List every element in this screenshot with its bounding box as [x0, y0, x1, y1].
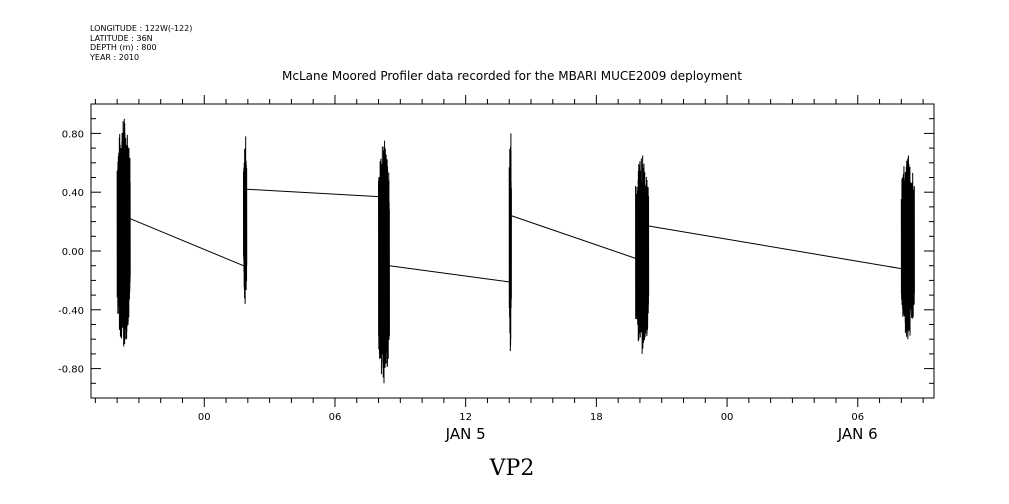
series-burst — [378, 140, 390, 384]
series-burst — [900, 155, 915, 340]
series-burst — [508, 133, 512, 351]
x-tick-label: 06 — [851, 412, 864, 423]
data-series — [116, 118, 915, 384]
y-tick-label: -0.40 — [58, 306, 84, 317]
x-date-label: JAN 6 — [837, 425, 878, 443]
series-connector — [130, 218, 244, 267]
y-axis: 0.80 0.40 0.00 -0.40 -0.80 — [58, 103, 934, 399]
metadata-depth: DEPTH (m) : 800 — [90, 43, 157, 52]
series-connector — [511, 215, 636, 259]
x-tick-label: 00 — [721, 412, 734, 423]
y-tick-label: 0.40 — [62, 188, 84, 199]
series-burst — [635, 155, 650, 354]
series-burst — [116, 118, 131, 347]
metadata-year: YEAR : 2010 — [89, 53, 139, 62]
x-axis-variable-label: VP2 — [489, 456, 535, 481]
chart-title: McLane Moored Profiler data recorded for… — [282, 69, 742, 83]
series-connector — [246, 188, 379, 198]
y-tick-label: 0.00 — [62, 247, 84, 258]
series-connector — [648, 225, 902, 270]
x-tick-label: 12 — [459, 412, 472, 423]
x-tick-label: 18 — [590, 412, 603, 423]
y-tick-label: -0.80 — [58, 365, 84, 376]
metadata-block: LONGITUDE : 122W(-122) LATITUDE : 36N DE… — [89, 24, 192, 62]
metadata-latitude: LATITUDE : 36N — [90, 34, 153, 43]
x-date-label: JAN 5 — [445, 425, 486, 443]
metadata-longitude: LONGITUDE : 122W(-122) — [90, 24, 192, 33]
series-connector — [389, 265, 510, 283]
x-tick-label: 06 — [329, 412, 342, 423]
x-axis: 00 06 12 18 00 06 JAN 5 JAN 6 — [94, 95, 924, 443]
x-tick-label: 00 — [198, 412, 211, 423]
series-burst — [242, 136, 248, 304]
plot-frame — [90, 103, 935, 399]
y-tick-label: 0.80 — [62, 129, 84, 140]
